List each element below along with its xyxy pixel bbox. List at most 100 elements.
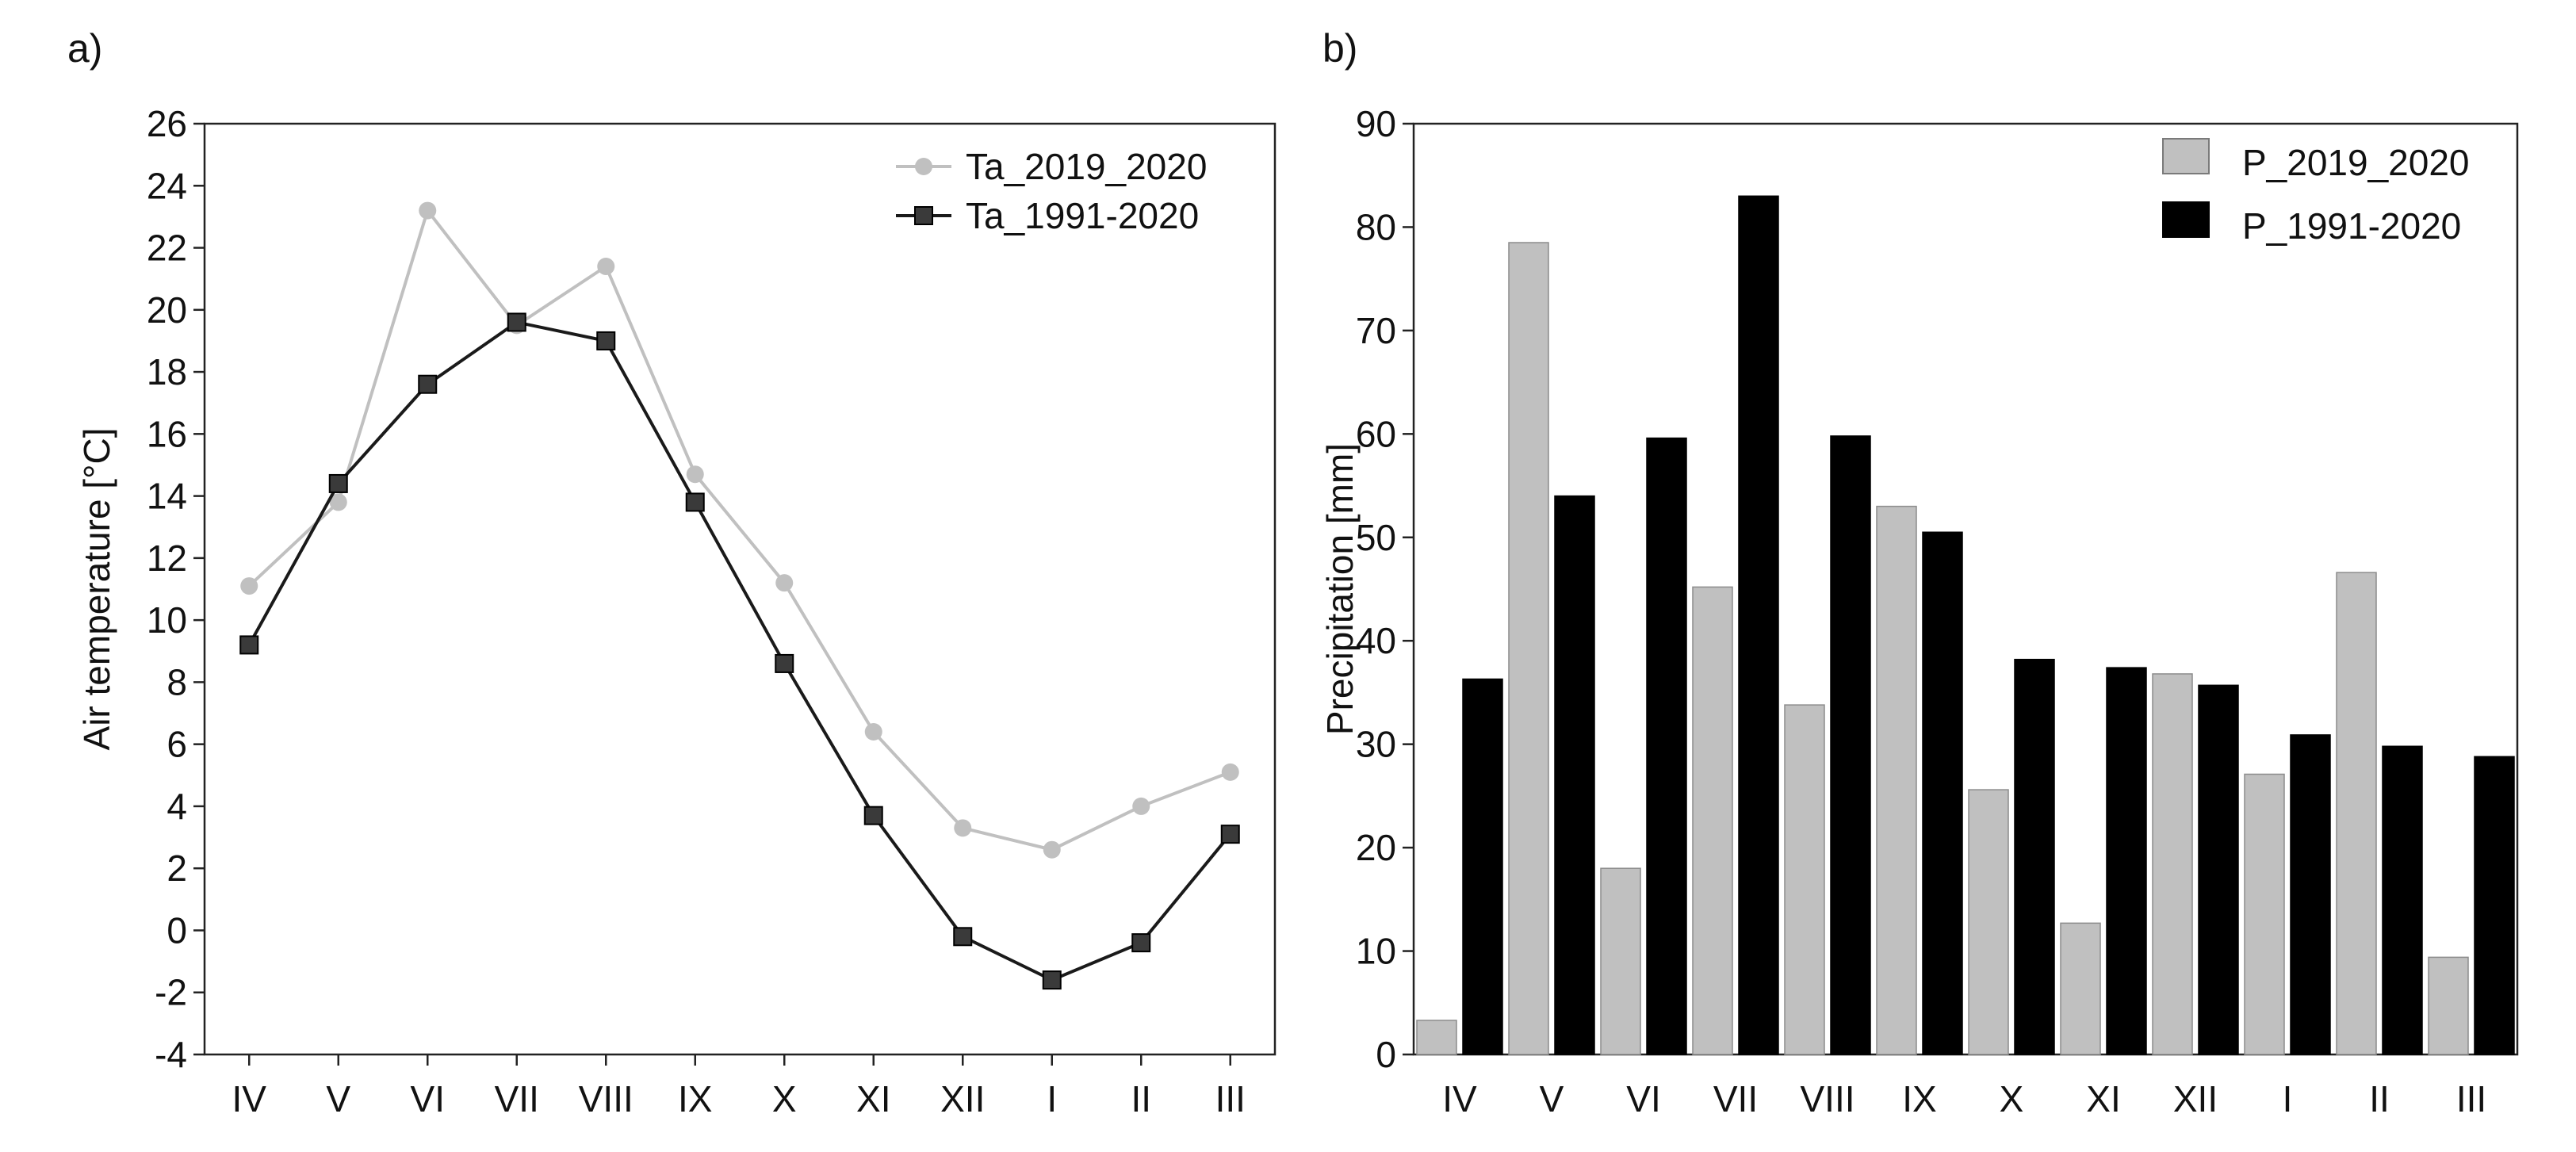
bar-P_2019_2020 bbox=[2060, 922, 2101, 1055]
data-point bbox=[418, 374, 438, 394]
data-point bbox=[328, 473, 348, 493]
data-point bbox=[1043, 840, 1061, 859]
series-line-Ta_1991-2020 bbox=[247, 320, 1232, 982]
y-axis-title: Air temperature [°C] bbox=[76, 428, 117, 751]
data-point bbox=[329, 493, 347, 511]
y-tick-label: 10 bbox=[147, 599, 187, 641]
x-tick-label: III bbox=[2456, 1078, 2486, 1119]
data-point bbox=[863, 806, 883, 825]
y-tick-label: 4 bbox=[167, 786, 187, 827]
data-point bbox=[1132, 797, 1150, 815]
y-tick-label: 20 bbox=[147, 289, 187, 331]
y-tick-label: 12 bbox=[147, 538, 187, 579]
series-line-Ta_2019_2020 bbox=[247, 207, 1231, 852]
y-tick-label: 24 bbox=[147, 165, 187, 206]
y-tick-label: 60 bbox=[1356, 413, 1396, 454]
bar-P_2019_2020 bbox=[2244, 773, 2285, 1055]
bar-P_1991-2020 bbox=[1830, 435, 1871, 1055]
y-tick-label: 6 bbox=[167, 724, 187, 765]
bar-P_2019_2020 bbox=[1416, 1020, 1457, 1055]
y-tick-label: 26 bbox=[147, 103, 187, 144]
plot-frame bbox=[203, 122, 1277, 1056]
precipitation-chart: 0 10 20 30 40 50 60 70 80 90 IV V VI VII VIII IX X XI XII I… bbox=[1319, 103, 2519, 1119]
y-tick-label: -4 bbox=[155, 1034, 187, 1075]
y-tick-label: 14 bbox=[147, 476, 187, 517]
data-point bbox=[686, 465, 704, 484]
x-tick-label: V bbox=[1540, 1078, 1564, 1119]
x-tick-label: XII bbox=[2173, 1078, 2218, 1119]
data-point bbox=[1221, 763, 1239, 781]
y-tick-label: 10 bbox=[1356, 931, 1396, 972]
data-point bbox=[597, 258, 615, 276]
bar-P_1991-2020 bbox=[1646, 437, 1687, 1055]
y-tick-label: 30 bbox=[1356, 724, 1396, 765]
data-point bbox=[240, 577, 258, 595]
data-point bbox=[419, 201, 437, 220]
y-tick-label: 0 bbox=[1376, 1034, 1396, 1075]
data-point bbox=[1131, 933, 1151, 953]
x-tick-label: VII bbox=[1713, 1078, 1758, 1119]
x-tick-label: XI bbox=[2086, 1078, 2120, 1119]
y-tick-label: 22 bbox=[147, 228, 187, 269]
bar-P_1991-2020 bbox=[1554, 495, 1595, 1055]
x-tick-label: II bbox=[2369, 1078, 2390, 1119]
x-tick-label: VIII bbox=[1800, 1078, 1854, 1119]
bar-P_2019_2020 bbox=[1876, 505, 1917, 1055]
panel-b-label: b) bbox=[1322, 26, 1357, 71]
bar-P_2019_2020 bbox=[1692, 586, 1733, 1055]
x-tick-label: IX bbox=[678, 1078, 712, 1119]
x-tick-label: VI bbox=[1626, 1078, 1660, 1119]
x-tick-label: III bbox=[1215, 1078, 1246, 1119]
x-tick-label: XI bbox=[856, 1078, 890, 1119]
data-point bbox=[239, 635, 259, 655]
data-point bbox=[954, 819, 972, 837]
plot-frame bbox=[1412, 122, 2519, 1056]
x-tick-label: VII bbox=[495, 1078, 539, 1119]
bar-P_1991-2020 bbox=[2014, 658, 2055, 1055]
y-tick-label: 80 bbox=[1356, 206, 1396, 247]
x-tick-label: VIII bbox=[579, 1078, 633, 1119]
legend-marker bbox=[915, 158, 932, 175]
y-tick-label: 2 bbox=[167, 848, 187, 889]
x-tick-label: IV bbox=[1442, 1078, 1477, 1119]
bar-P_1991-2020 bbox=[1738, 195, 1779, 1055]
legend-label: Ta_2019_2020 bbox=[966, 146, 1207, 187]
y-tick-label: 70 bbox=[1356, 310, 1396, 351]
y-tick-label: -2 bbox=[155, 972, 187, 1013]
y-tick-label: 18 bbox=[147, 351, 187, 392]
data-point bbox=[507, 312, 526, 332]
bar-P_2019_2020 bbox=[1600, 867, 1641, 1055]
x-tick-label: II bbox=[1131, 1078, 1151, 1119]
data-point bbox=[775, 653, 794, 673]
data-point bbox=[864, 723, 882, 741]
y-tick-label: 8 bbox=[167, 661, 187, 702]
bar-P_2019_2020 bbox=[2152, 673, 2193, 1055]
y-tick-label: 20 bbox=[1356, 827, 1396, 868]
bar-P_1991-2020 bbox=[2198, 684, 2239, 1055]
y-tick-label: 90 bbox=[1356, 103, 1396, 144]
y-tick-label: 40 bbox=[1356, 620, 1396, 661]
x-tick-label: I bbox=[2283, 1078, 2293, 1119]
bar-P_1991-2020 bbox=[2382, 745, 2423, 1055]
bar-P_2019_2020 bbox=[1968, 789, 2009, 1055]
y-tick-label: 16 bbox=[147, 413, 187, 454]
legend-label: P_1991-2020 bbox=[2242, 205, 2461, 247]
legend-swatch bbox=[2162, 138, 2210, 174]
bar-P_1991-2020 bbox=[2106, 667, 2147, 1055]
bar-P_1991-2020 bbox=[1462, 678, 1503, 1055]
bar-P_2019_2020 bbox=[2428, 956, 2469, 1055]
data-point bbox=[1042, 970, 1062, 990]
y-axis-title: Precipitation [mm] bbox=[1319, 443, 1361, 735]
bar-P_2019_2020 bbox=[1784, 704, 1825, 1055]
x-tick-label: IX bbox=[1902, 1078, 1936, 1119]
y-tick-label: 50 bbox=[1356, 517, 1396, 558]
x-tick-label: X bbox=[2000, 1078, 2024, 1119]
data-point bbox=[1220, 825, 1240, 844]
data-point bbox=[685, 492, 705, 512]
legend-label: P_2019_2020 bbox=[2242, 142, 2470, 183]
data-point bbox=[953, 927, 973, 947]
panel-a-label: a) bbox=[67, 26, 102, 71]
legend-marker bbox=[914, 206, 933, 225]
bar-P_1991-2020 bbox=[1922, 531, 1963, 1055]
